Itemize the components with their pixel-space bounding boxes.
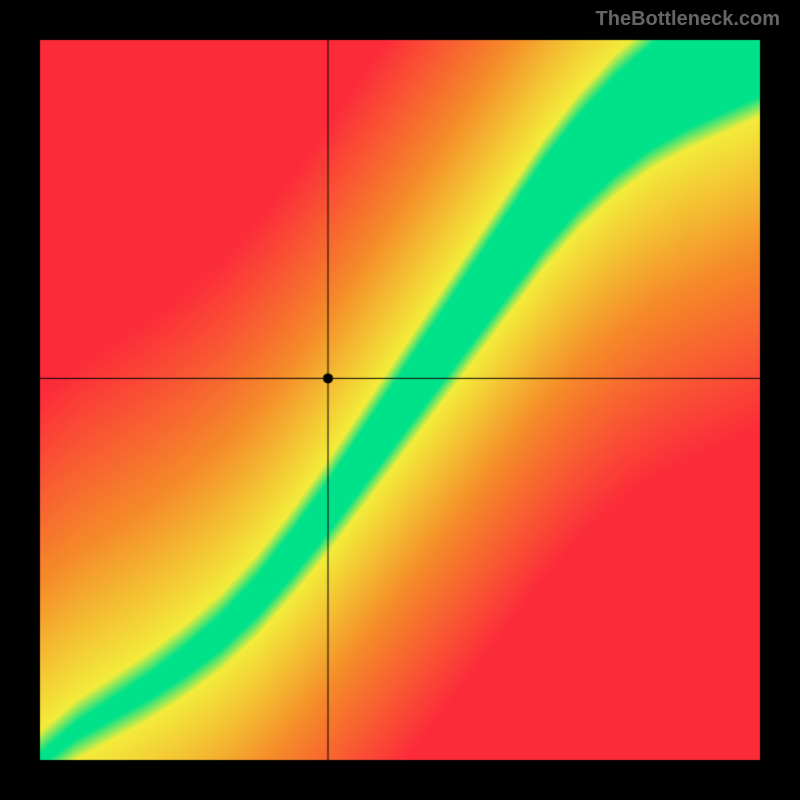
chart-container: TheBottleneck.com: [0, 0, 800, 800]
heatmap-canvas: [0, 0, 800, 800]
watermark-text: TheBottleneck.com: [596, 8, 780, 31]
